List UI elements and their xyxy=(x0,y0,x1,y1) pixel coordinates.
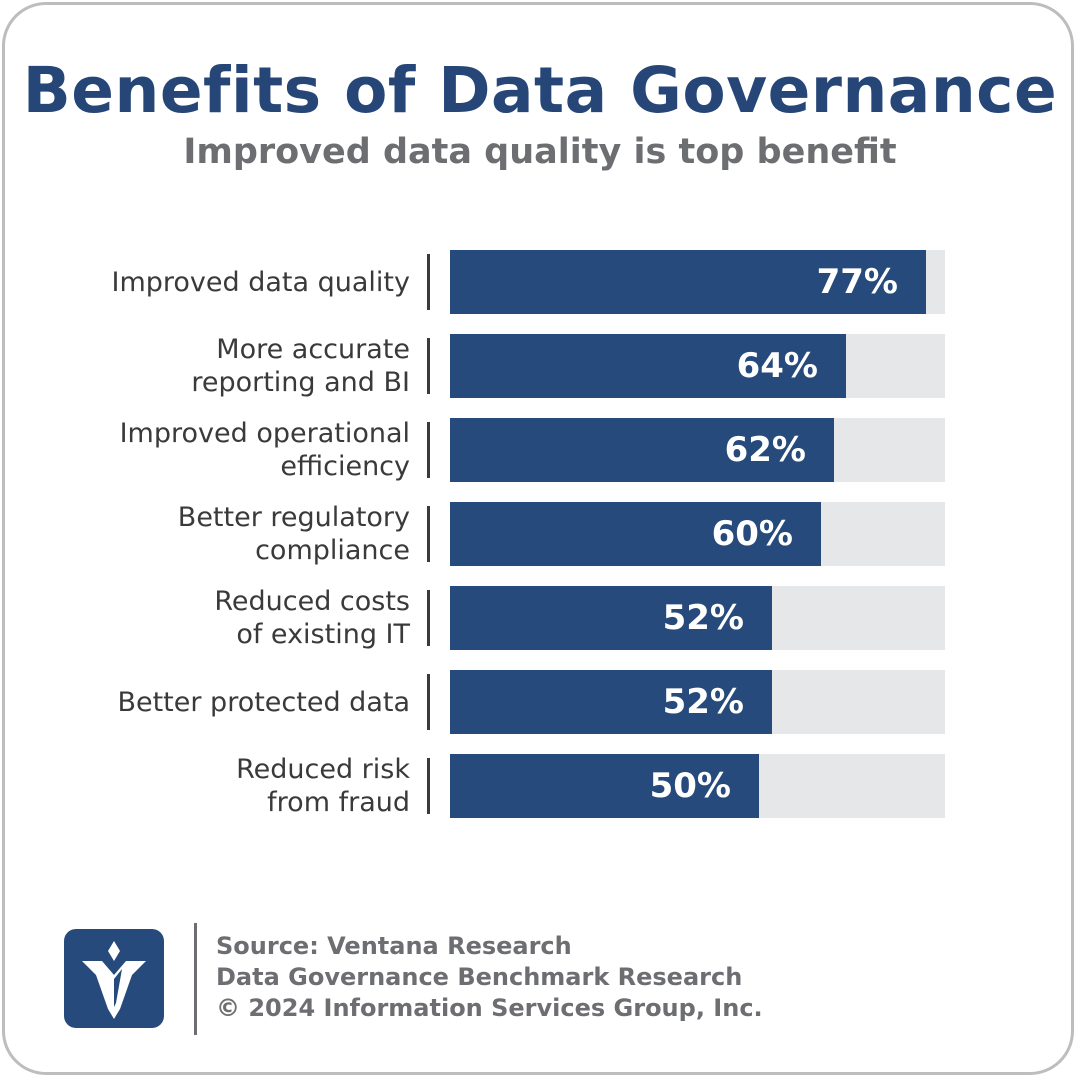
data-label: 52% xyxy=(662,598,744,638)
bar xyxy=(450,502,821,566)
ventana-v-icon xyxy=(82,941,146,1019)
axis-tick xyxy=(427,590,430,646)
axis-tick xyxy=(427,506,430,562)
category-label: Improved data quality xyxy=(111,266,410,298)
data-label: 62% xyxy=(724,430,806,470)
bar-row: Reduced risk from fraud 50% xyxy=(0,754,1080,818)
bar-row: Improved operational efficiency 62% xyxy=(0,418,1080,482)
data-label: 60% xyxy=(711,514,793,554)
source-footer: Source: Ventana Research Data Governance… xyxy=(216,931,763,1024)
category-label: Improved operational efficiency xyxy=(119,418,410,482)
bar-row: Better protected data 52% xyxy=(0,670,1080,734)
bar xyxy=(450,250,926,314)
bar xyxy=(450,418,834,482)
chart-title: Benefits of Data Governance xyxy=(22,54,1058,127)
footer-divider xyxy=(194,923,197,1035)
category-label: Reduced costs of existing IT xyxy=(214,586,410,650)
bar-row: Improved data quality 77% xyxy=(0,250,1080,314)
bar xyxy=(450,670,772,734)
axis-tick xyxy=(427,338,430,394)
axis-tick xyxy=(427,422,430,478)
chart-subtitle: Improved data quality is top benefit xyxy=(183,132,897,172)
axis-tick xyxy=(427,254,430,310)
bar-row: More accurate reporting and BI 64% xyxy=(0,334,1080,398)
data-label: 50% xyxy=(649,766,731,806)
axis-tick xyxy=(427,758,430,814)
bar xyxy=(450,334,846,398)
bar-row: Reduced costs of existing IT 52% xyxy=(0,586,1080,650)
data-label: 77% xyxy=(816,262,898,302)
category-label: Better regulatory compliance xyxy=(177,502,410,566)
axis-tick xyxy=(427,674,430,730)
footer-line-copyright: © 2024 Information Services Group, Inc. xyxy=(216,994,763,1022)
data-label: 52% xyxy=(662,682,744,722)
category-label: Better protected data xyxy=(117,686,410,718)
data-label: 64% xyxy=(736,346,818,386)
category-label: More accurate reporting and BI xyxy=(191,334,410,398)
category-label: Reduced risk from fraud xyxy=(236,754,410,818)
bar xyxy=(450,586,772,650)
footer-line-research: Data Governance Benchmark Research xyxy=(216,963,743,991)
bar-row: Better regulatory compliance 60% xyxy=(0,502,1080,566)
footer-line-source: Source: Ventana Research xyxy=(216,932,572,960)
bar xyxy=(450,754,759,818)
ventana-logo-icon xyxy=(64,929,164,1028)
